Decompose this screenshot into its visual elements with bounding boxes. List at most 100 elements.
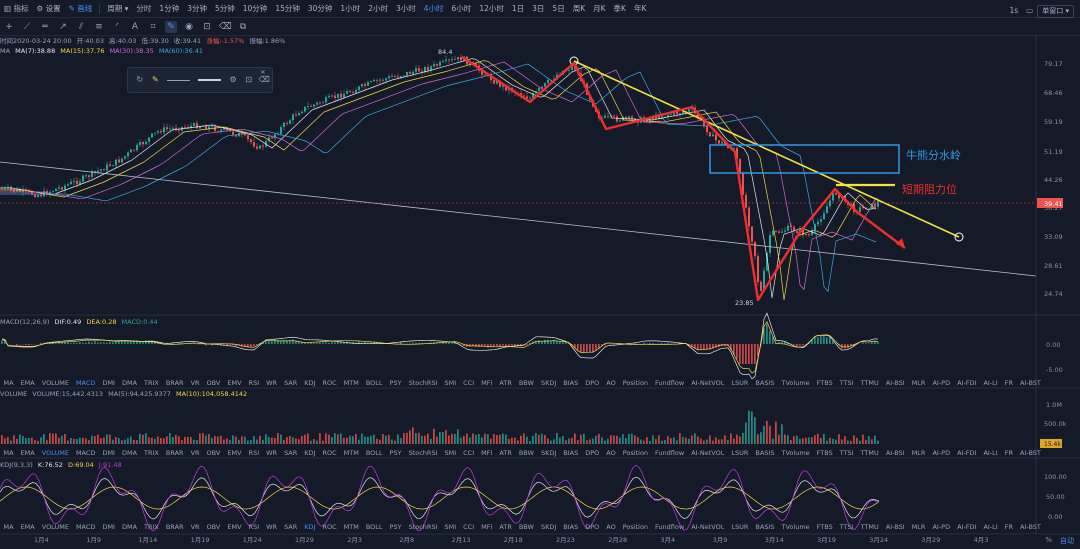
period-1[interactable]: 1分钟 xyxy=(159,3,180,13)
indicator-tab[interactable]: AI-FDI xyxy=(957,379,977,387)
indicator-tab[interactable]: AO xyxy=(606,523,616,531)
indicator-tab[interactable]: MFI xyxy=(481,379,493,387)
trendline-icon[interactable]: ⟋ xyxy=(23,21,31,32)
brush-icon[interactable]: ᐟ xyxy=(115,21,119,32)
indicator-tab[interactable]: BRAR xyxy=(165,379,184,387)
period-16[interactable]: 周K xyxy=(572,3,586,13)
indicator-tab[interactable]: FR xyxy=(1004,379,1013,387)
indicator-tab[interactable]: BBW xyxy=(518,523,534,531)
chart-type-icon[interactable]: ▭ xyxy=(1026,6,1034,15)
indicator-tab[interactable]: WR xyxy=(266,523,278,531)
indicator-tab[interactable]: EMV xyxy=(227,449,242,457)
period-17[interactable]: 月K xyxy=(593,3,606,13)
indicator-tab[interactable]: BIAS xyxy=(563,449,579,457)
text-icon[interactable]: A xyxy=(131,21,139,32)
period-8[interactable]: 2小时 xyxy=(368,3,388,13)
indicator-tab[interactable]: TRIX xyxy=(144,379,159,387)
period-13[interactable]: 1日 xyxy=(511,3,525,13)
indicator-tab[interactable]: PSY xyxy=(389,449,402,457)
indicator-tab[interactable]: WR xyxy=(266,379,278,387)
price-axis[interactable]: 79.1768.4659.1951.1944.2638.2733.0928.61… xyxy=(1044,60,1063,298)
indicator-tab[interactable]: KDJ xyxy=(304,449,316,457)
indicator-tab[interactable]: AO xyxy=(606,379,616,387)
indicator-tab[interactable]: TTMU xyxy=(860,523,879,531)
indicator-tab[interactable]: SMI xyxy=(444,449,457,457)
period-0[interactable]: 分时 xyxy=(136,3,152,13)
indicator-tab[interactable]: EMA xyxy=(20,523,35,531)
indicator-tab[interactable]: BOLL xyxy=(365,523,383,531)
settings-menu[interactable]: ⚙ 设置 xyxy=(36,3,61,13)
indicator-tab[interactable]: AI-FDI xyxy=(957,523,977,531)
indicator-tab[interactable]: ATR xyxy=(499,379,512,387)
indicator-tab[interactable]: DPO xyxy=(585,379,600,387)
percent-toggle[interactable]: % xyxy=(1045,536,1052,544)
trendline-handle-end[interactable] xyxy=(954,232,964,242)
indicator-tab[interactable]: AI-LI xyxy=(983,449,998,457)
indicator-tab[interactable]: OBV xyxy=(206,379,221,387)
indicator-tab[interactable]: LSUR xyxy=(731,379,749,387)
auto-scale-toggle[interactable]: 自动 xyxy=(1060,537,1074,545)
measure-icon[interactable]: ⌗ xyxy=(150,21,156,32)
indicator-tab[interactable]: PSY xyxy=(389,523,402,531)
indicator-tab[interactable]: DMA xyxy=(121,523,138,531)
period-6[interactable]: 30分钟 xyxy=(307,3,333,13)
indicator-tab[interactable]: AI-BSI xyxy=(885,379,905,387)
indicator-tab[interactable]: VOLUME xyxy=(41,523,69,531)
indicator-tab[interactable]: BOLL xyxy=(365,379,383,387)
period-dropdown[interactable]: 周期 ▾ xyxy=(107,3,129,13)
indicator-tab[interactable]: BIAS xyxy=(563,379,579,387)
close-icon[interactable]: ✕ xyxy=(260,69,266,76)
indicator-tab[interactable]: CCI xyxy=(463,523,475,531)
indicator-tab[interactable]: AI-BSI xyxy=(885,449,905,457)
indicator-tab[interactable]: AI-LI xyxy=(983,379,998,387)
pen-color-icon[interactable]: ✎ xyxy=(151,75,159,84)
indicator-tab[interactable]: RSI xyxy=(248,523,260,531)
indicator-tab[interactable]: VOLUME xyxy=(41,449,69,457)
indicator-tab[interactable]: BBW xyxy=(518,449,534,457)
indicator-tab[interactable]: BRAR xyxy=(165,449,184,457)
indicator-tab[interactable]: MLR xyxy=(911,449,926,457)
indicator-tab[interactable]: EMA xyxy=(20,449,35,457)
indicator-tab[interactable]: Position xyxy=(622,379,649,387)
line-style-dropdown[interactable] xyxy=(167,79,191,81)
magnet-icon[interactable]: ✎ xyxy=(165,20,177,33)
resistance-trendline[interactable] xyxy=(573,60,960,238)
indicator-tab[interactable]: StochRSI xyxy=(408,379,438,387)
interval-label[interactable]: 1s xyxy=(1009,6,1019,15)
indicator-tab[interactable]: DMI xyxy=(102,379,115,387)
indicator-tab[interactable]: EMA xyxy=(20,379,35,387)
trash-icon[interactable]: ⌫ xyxy=(219,21,232,32)
indicator-tab[interactable]: BASIS xyxy=(755,523,775,531)
indicator-tab[interactable]: DMA xyxy=(121,449,138,457)
indicator-tab[interactable]: SMI xyxy=(444,523,457,531)
indicator-tab[interactable]: Fundflow xyxy=(655,379,685,387)
indicator-tab[interactable]: LSUR xyxy=(731,523,749,531)
indicator-tab[interactable]: CCI xyxy=(463,379,475,387)
fibonacci-icon[interactable]: ≡ xyxy=(95,21,103,32)
indicator-tab[interactable]: DPO xyxy=(585,523,600,531)
period-4[interactable]: 10分钟 xyxy=(242,3,268,13)
indicator-tab[interactable]: TVolume xyxy=(781,523,810,531)
indicator-tab[interactable]: FR xyxy=(1004,523,1013,531)
indicator-tab[interactable]: StochRSI xyxy=(408,523,438,531)
indicator-tab[interactable]: MLR xyxy=(911,523,926,531)
indicator-tab[interactable]: SAR xyxy=(284,449,298,457)
indicator-tab[interactable]: SMI xyxy=(444,379,457,387)
indicator-tab[interactable]: Position xyxy=(622,523,649,531)
indicator-tab[interactable]: MFI xyxy=(481,523,493,531)
indicator-tab[interactable]: MACD xyxy=(75,523,96,531)
ray-icon[interactable]: ↗ xyxy=(59,21,67,32)
indicator-menu[interactable]: ▥ 指标 xyxy=(4,3,29,13)
period-14[interactable]: 3日 xyxy=(532,3,545,13)
indicator-tab[interactable]: SKDJ xyxy=(540,379,557,387)
indicator-tab[interactable]: WR xyxy=(266,449,278,457)
indicator-tab[interactable]: ROC xyxy=(322,449,337,457)
indicator-tab[interactable]: VR xyxy=(190,449,200,457)
indicator-tab[interactable]: MLR xyxy=(911,379,926,387)
period-11[interactable]: 6小时 xyxy=(451,3,472,13)
period-19[interactable]: 年K xyxy=(633,3,647,13)
indicator-tab[interactable]: AO xyxy=(606,449,616,457)
indicator-tab[interactable]: DMI xyxy=(102,523,115,531)
indicator-tab[interactable]: TTSI xyxy=(839,523,854,531)
